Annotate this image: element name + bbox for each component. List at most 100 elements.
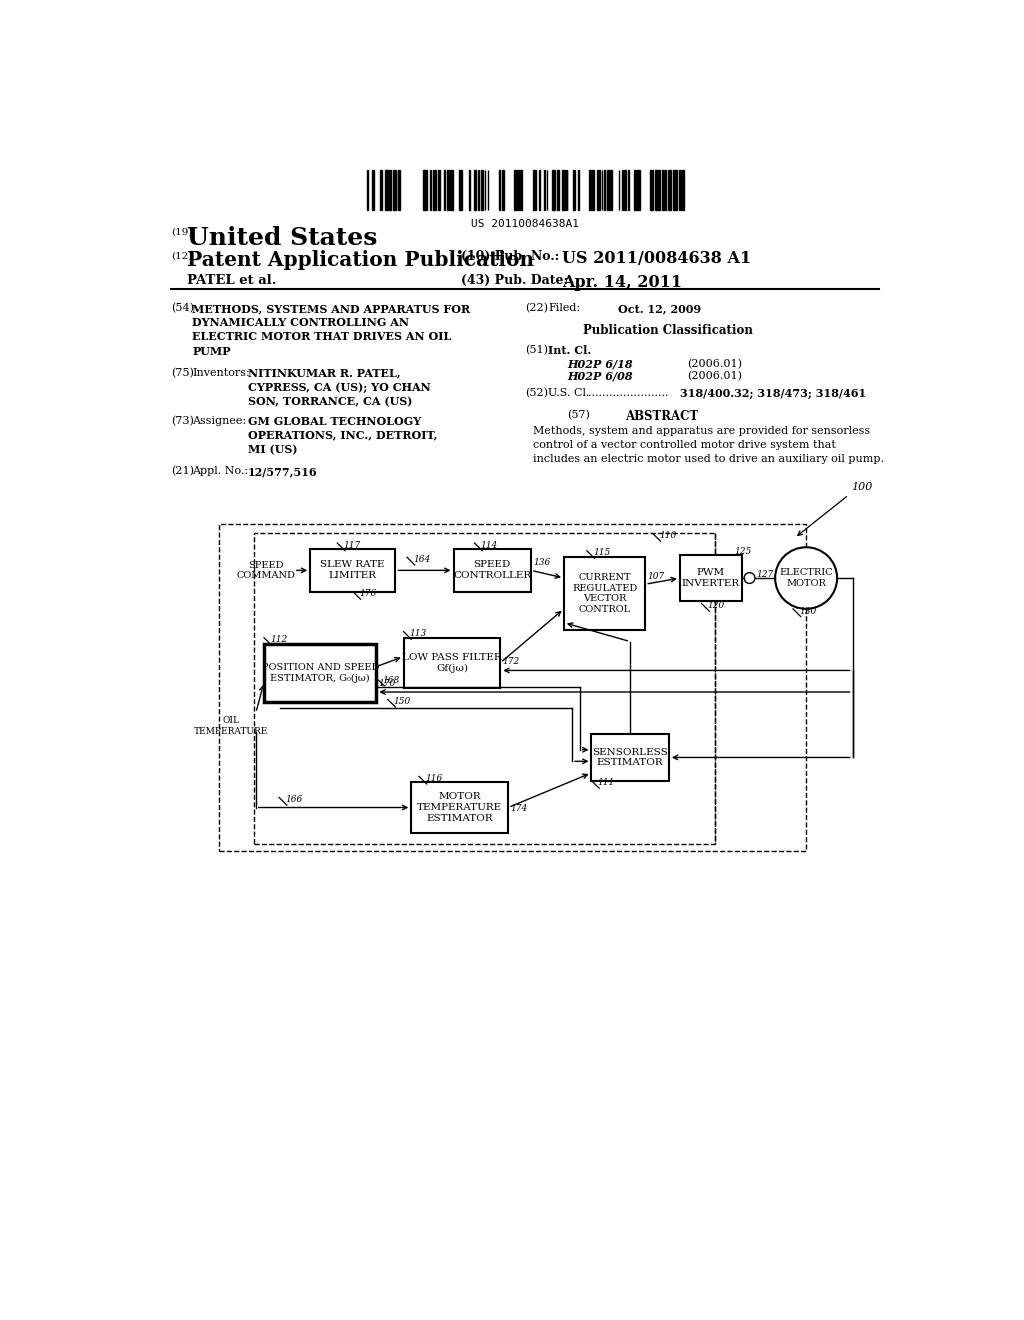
- Text: United States: United States: [187, 226, 377, 251]
- Text: 111: 111: [598, 779, 614, 787]
- Text: (2006.01): (2006.01): [687, 371, 742, 381]
- Text: 12/577,516: 12/577,516: [248, 466, 317, 478]
- Bar: [367, 170, 369, 210]
- Bar: [517, 170, 519, 210]
- Text: 176: 176: [359, 589, 376, 598]
- Text: 120: 120: [708, 601, 725, 610]
- Bar: [450, 170, 452, 210]
- Bar: [380, 170, 382, 210]
- Bar: [502, 170, 504, 210]
- Text: SLEW RATE
LIMITER: SLEW RATE LIMITER: [321, 561, 385, 581]
- Text: MOTOR
TEMPERATURE
ESTIMATOR: MOTOR TEMPERATURE ESTIMATOR: [417, 792, 502, 822]
- Bar: [264, 644, 377, 702]
- Bar: [675, 170, 677, 210]
- Bar: [460, 170, 462, 210]
- Text: METHODS, SYSTEMS AND APPARATUS FOR
DYNAMICALLY CONTROLLING AN
ELECTRIC MOTOR THA: METHODS, SYSTEMS AND APPARATUS FOR DYNAM…: [193, 304, 470, 356]
- Bar: [424, 170, 427, 210]
- Bar: [388, 170, 391, 210]
- Text: (22): (22): [524, 304, 548, 313]
- Bar: [554, 170, 555, 210]
- Text: SENSORLESS
ESTIMATOR: SENSORLESS ESTIMATOR: [592, 747, 668, 767]
- Circle shape: [775, 548, 838, 609]
- Text: 136: 136: [534, 558, 551, 568]
- Text: (73): (73): [171, 416, 194, 426]
- Text: (52): (52): [524, 388, 548, 399]
- Text: 164: 164: [414, 554, 430, 564]
- Bar: [669, 170, 671, 210]
- Text: Inventors:: Inventors:: [193, 368, 250, 378]
- Text: Assignee:: Assignee:: [193, 416, 247, 425]
- Text: ABSTRACT: ABSTRACT: [626, 411, 698, 424]
- Text: (10) Pub. No.:: (10) Pub. No.:: [461, 249, 559, 263]
- Text: 116: 116: [425, 774, 442, 783]
- Bar: [393, 170, 396, 210]
- Bar: [403, 638, 501, 688]
- Bar: [452, 170, 453, 210]
- Text: Apr. 14, 2011: Apr. 14, 2011: [562, 275, 682, 290]
- Bar: [520, 170, 522, 210]
- Text: (51): (51): [524, 345, 548, 355]
- Bar: [562, 170, 565, 210]
- Text: Patent Application Publication: Patent Application Publication: [187, 249, 535, 271]
- Bar: [597, 170, 600, 210]
- Text: PATEL et al.: PATEL et al.: [187, 275, 276, 286]
- Text: ELECTRIC
MOTOR: ELECTRIC MOTOR: [779, 568, 833, 589]
- Text: US 20110084638A1: US 20110084638A1: [471, 219, 579, 230]
- Text: 117: 117: [343, 541, 360, 549]
- Bar: [637, 170, 640, 210]
- Bar: [385, 170, 387, 210]
- Circle shape: [744, 573, 755, 583]
- Text: 115: 115: [593, 548, 610, 557]
- Text: (57): (57): [567, 411, 590, 421]
- Bar: [539, 170, 541, 210]
- Bar: [592, 734, 669, 780]
- Text: (43) Pub. Date:: (43) Pub. Date:: [461, 275, 568, 286]
- Text: 318/400.32; 318/473; 318/461: 318/400.32; 318/473; 318/461: [680, 388, 866, 399]
- Bar: [534, 170, 537, 210]
- Text: 107: 107: [647, 572, 665, 581]
- Text: U.S. Cl.: U.S. Cl.: [548, 388, 590, 397]
- Bar: [679, 170, 681, 210]
- Text: NITINKUMAR R. PATEL,
CYPRESS, CA (US); YO CHAN
SON, TORRANCE, CA (US): NITINKUMAR R. PATEL, CYPRESS, CA (US); Y…: [248, 368, 431, 408]
- Text: 112: 112: [270, 635, 288, 644]
- Text: 113: 113: [410, 630, 427, 639]
- Bar: [680, 554, 741, 601]
- Text: 114: 114: [480, 541, 498, 549]
- Text: US 2011/0084638 A1: US 2011/0084638 A1: [562, 249, 752, 267]
- Bar: [447, 170, 449, 210]
- Bar: [572, 170, 575, 210]
- Bar: [474, 170, 476, 210]
- Bar: [628, 170, 630, 210]
- Text: 127: 127: [757, 570, 774, 579]
- Bar: [557, 170, 559, 210]
- Bar: [454, 549, 531, 591]
- Text: .......................: .......................: [589, 388, 669, 397]
- Text: 170: 170: [378, 678, 395, 688]
- Text: 172: 172: [502, 657, 519, 665]
- Text: 166: 166: [286, 795, 302, 804]
- Bar: [412, 783, 508, 833]
- Bar: [438, 170, 439, 210]
- Bar: [310, 549, 395, 591]
- Text: LOW PASS FILTER
Gf(jω): LOW PASS FILTER Gf(jω): [402, 653, 502, 673]
- Text: Appl. No.:: Appl. No.:: [193, 466, 249, 477]
- Bar: [655, 170, 657, 210]
- Bar: [564, 557, 645, 630]
- Bar: [624, 170, 626, 210]
- Bar: [635, 170, 637, 210]
- Text: OIL
TEMPERATURE: OIL TEMPERATURE: [194, 717, 268, 735]
- Text: (19): (19): [171, 227, 193, 236]
- Bar: [682, 170, 684, 210]
- Text: 100: 100: [851, 482, 872, 492]
- Text: Filed:: Filed:: [548, 304, 581, 313]
- Text: Methods, system and apparatus are provided for sensorless
control of a vector co: Methods, system and apparatus are provid…: [532, 426, 884, 465]
- Bar: [514, 170, 515, 210]
- Text: CURRENT
REGULATED
VECTOR
CONTROL: CURRENT REGULATED VECTOR CONTROL: [572, 573, 637, 614]
- Text: H02P 6/08: H02P 6/08: [567, 371, 633, 381]
- Bar: [372, 170, 374, 210]
- Bar: [650, 170, 652, 210]
- Text: SPEED
CONTROLLER: SPEED CONTROLLER: [454, 561, 531, 581]
- Bar: [589, 170, 592, 210]
- Bar: [398, 170, 400, 210]
- Bar: [607, 170, 610, 210]
